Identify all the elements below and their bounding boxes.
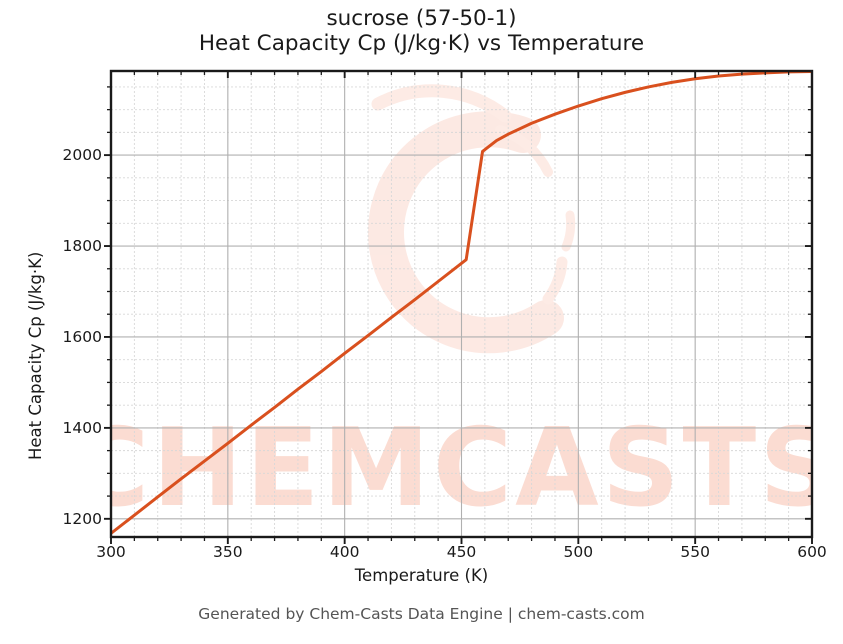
chart-subtitle: Heat Capacity Cp (J/kg·K) vs Temperature xyxy=(198,31,645,57)
x-tick-label: 600 xyxy=(797,543,827,561)
x-tick-label: 450 xyxy=(446,543,477,561)
axes-frame xyxy=(109,69,814,539)
y-tick-label: 1600 xyxy=(62,327,102,346)
x-tick-label: 500 xyxy=(563,543,594,561)
watermark-text: CHEMCASTS xyxy=(70,406,840,531)
y-tick-label: 1800 xyxy=(62,237,102,256)
y-tick-label: 1400 xyxy=(62,418,102,437)
data-series-line xyxy=(111,71,812,535)
x-tick-label: 550 xyxy=(680,543,710,561)
y-axis-tick-labels: 1200 1400 1600 1800 2000 xyxy=(40,0,102,644)
chart-title-block: sucrose (57-50-1) Heat Capacity Cp (J/kg… xyxy=(0,6,843,57)
x-axis-label: Temperature (K) xyxy=(354,566,489,585)
page-title: sucrose (57-50-1) xyxy=(326,6,517,31)
y-axis-label: Heat Capacity Cp (J/kg·K) xyxy=(26,251,45,460)
x-tick-label: 350 xyxy=(213,543,243,561)
x-tick-label: 300 xyxy=(96,543,126,561)
footer-caption: Generated by Chem-Casts Data Engine | ch… xyxy=(198,605,645,623)
x-tick-label: 400 xyxy=(329,543,360,561)
y-tick-label: 1200 xyxy=(62,509,102,528)
y-tick-label: 2000 xyxy=(62,146,102,165)
